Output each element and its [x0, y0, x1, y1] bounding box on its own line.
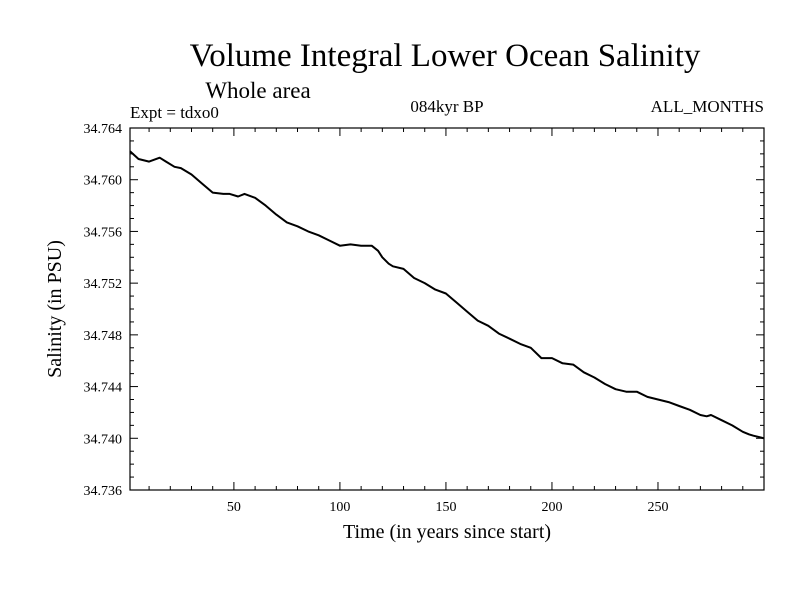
series-line	[129, 150, 765, 440]
axis-tick-labels: 50 100 150 200 250 34.736 34.740 34.744 34.748 34…	[84, 122, 669, 515]
y-tick-label: 34.740	[84, 432, 123, 447]
y-tick-label: 34.756	[84, 225, 123, 240]
months-label: ALL_MONTHS	[651, 97, 764, 116]
y-tick-label: 34.744	[84, 381, 123, 396]
y-axis-label: Salinity (in PSU)	[44, 240, 66, 378]
x-tick-label: 100	[329, 500, 350, 515]
experiment-label: Expt = tdxo0	[130, 103, 219, 122]
y-tick-label: 34.752	[84, 277, 123, 292]
axis-ticks	[130, 127, 764, 491]
x-tick-label: 250	[647, 500, 668, 515]
plot-frame	[129, 127, 765, 491]
y-tick-label: 34.748	[84, 329, 123, 344]
chart-title: Volume Integral Lower Ocean Salinity	[190, 38, 701, 74]
x-tick-label: 200	[541, 500, 562, 515]
chart-subtitle: Whole area	[205, 78, 310, 103]
x-tick-label: 50	[227, 500, 241, 515]
y-tick-label: 34.764	[84, 122, 123, 137]
x-tick-label: 150	[435, 500, 456, 515]
y-tick-label: 34.760	[84, 174, 123, 189]
x-axis-label: Time (in years since start)	[343, 521, 551, 543]
y-tick-label: 34.736	[84, 484, 123, 499]
period-label: 084kyr BP	[410, 97, 483, 116]
